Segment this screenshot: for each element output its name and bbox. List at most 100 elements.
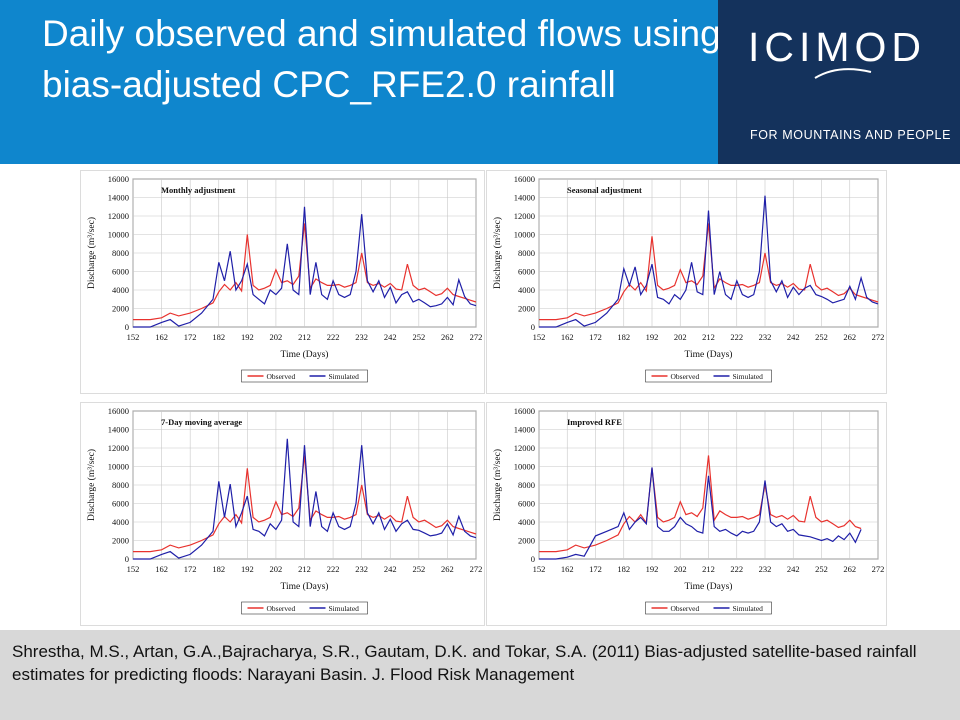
y-tick-label: 14000 <box>108 193 129 203</box>
citation-text: Shrestha, M.S., Artan, G.A.,Bajracharya,… <box>12 642 917 684</box>
x-tick-label: 192 <box>241 332 254 342</box>
x-tick-label: 192 <box>646 564 659 574</box>
x-tick-label: 192 <box>646 332 659 342</box>
x-tick-label: 172 <box>589 332 602 342</box>
y-axis-label: Discharge (m³/sec) <box>86 449 97 521</box>
x-tick-label: 212 <box>298 332 311 342</box>
y-tick-label: 8000 <box>518 248 535 258</box>
y-tick-label: 2000 <box>518 536 535 546</box>
y-tick-label: 14000 <box>514 193 535 203</box>
legend-label: Observed <box>267 604 296 613</box>
legend-label: Observed <box>267 372 296 381</box>
chart-title: Seasonal adjustment <box>567 185 642 195</box>
y-tick-label: 10000 <box>514 462 535 472</box>
y-tick-label: 6000 <box>112 267 129 277</box>
y-tick-label: 0 <box>531 322 535 332</box>
y-tick-label: 12000 <box>108 211 129 221</box>
y-tick-label: 4000 <box>518 517 535 527</box>
x-tick-label: 152 <box>533 332 546 342</box>
x-tick-label: 202 <box>270 564 283 574</box>
x-tick-label: 232 <box>759 332 772 342</box>
y-axis-label: Discharge (m³/sec) <box>86 217 97 289</box>
chart-title: 7-Day moving average <box>161 417 242 427</box>
title-banner: Daily observed and simulated flows using… <box>0 0 721 164</box>
chart-panel-monthly: 0 2000 4000 6000 8000 10000 12000 14000 16000 152… <box>80 170 485 394</box>
x-tick-label: 202 <box>674 564 687 574</box>
x-tick-label: 222 <box>327 564 340 574</box>
x-tick-label: 202 <box>270 332 283 342</box>
x-tick-label: 172 <box>589 564 602 574</box>
y-tick-label: 0 <box>125 322 129 332</box>
y-tick-label: 16000 <box>514 406 535 416</box>
chart-panel-seasonal: 0 2000 4000 6000 8000 10000 12000 14000 16000 152… <box>486 170 887 394</box>
logo-tagline: FOR MOUNTAINS AND PEOPLE <box>750 128 952 142</box>
x-tick-label: 222 <box>327 332 340 342</box>
y-tick-label: 12000 <box>514 211 535 221</box>
icimod-wordmark: ICIMOD <box>748 24 927 70</box>
x-tick-label: 242 <box>384 564 397 574</box>
legend-label: Simulated <box>733 372 764 381</box>
line-chart: 0 2000 4000 6000 8000 10000 12000 14000 16000 152… <box>86 406 482 615</box>
y-tick-label: 12000 <box>108 443 129 453</box>
y-tick-label: 2000 <box>112 304 129 314</box>
series-line-observed <box>539 223 879 321</box>
y-tick-label: 10000 <box>108 230 129 240</box>
y-tick-label: 12000 <box>514 443 535 453</box>
y-tick-label: 16000 <box>514 174 535 184</box>
x-tick-label: 252 <box>815 564 828 574</box>
x-tick-label: 182 <box>617 332 630 342</box>
x-tick-label: 172 <box>184 332 197 342</box>
x-tick-label: 222 <box>730 564 743 574</box>
y-tick-label: 8000 <box>112 248 129 258</box>
legend-label: Simulated <box>329 604 360 613</box>
y-axis-label: Discharge (m³/sec) <box>492 449 503 521</box>
legend-label: Simulated <box>329 372 360 381</box>
y-tick-label: 4000 <box>112 285 129 295</box>
x-tick-label: 262 <box>441 332 454 342</box>
y-tick-label: 10000 <box>514 230 535 240</box>
series-line-simulated <box>539 195 879 328</box>
x-tick-label: 212 <box>702 332 715 342</box>
chart-panel-moving-average: 0 2000 4000 6000 8000 10000 12000 14000 16000 152… <box>80 402 485 626</box>
x-axis-label: Time (Days) <box>281 349 329 360</box>
x-axis-label: Time (Days) <box>281 581 329 592</box>
line-chart: 0 2000 4000 6000 8000 10000 12000 14000 16000 152… <box>492 406 884 615</box>
citation-footer: Shrestha, M.S., Artan, G.A.,Bajracharya,… <box>0 630 960 720</box>
x-tick-label: 232 <box>355 332 368 342</box>
x-tick-label: 162 <box>561 332 574 342</box>
swoosh-icon <box>814 68 872 79</box>
legend-box <box>645 601 772 615</box>
legend-box <box>241 601 368 615</box>
y-tick-label: 8000 <box>112 480 129 490</box>
y-tick-label: 16000 <box>108 406 129 416</box>
slide-title: Daily observed and simulated flows using… <box>42 13 721 105</box>
x-tick-label: 202 <box>674 332 687 342</box>
x-tick-label: 192 <box>241 564 254 574</box>
x-tick-label: 242 <box>384 332 397 342</box>
y-tick-label: 6000 <box>112 499 129 509</box>
series-line-simulated <box>539 467 862 560</box>
x-tick-label: 172 <box>184 564 197 574</box>
y-tick-label: 0 <box>531 554 535 564</box>
x-tick-label: 152 <box>533 564 546 574</box>
x-tick-label: 222 <box>730 332 743 342</box>
chart-title: Monthly adjustment <box>161 185 236 195</box>
legend-box <box>645 369 772 383</box>
series-line-observed <box>539 455 862 553</box>
charts-area: 0 2000 4000 6000 8000 10000 12000 14000 16000 152… <box>0 164 960 630</box>
x-tick-label: 152 <box>127 564 140 574</box>
x-tick-label: 242 <box>787 332 800 342</box>
x-tick-label: 242 <box>787 564 800 574</box>
line-chart: 0 2000 4000 6000 8000 10000 12000 14000 16000 152… <box>86 174 482 383</box>
x-tick-label: 262 <box>843 564 856 574</box>
legend-label: Simulated <box>733 604 764 613</box>
y-tick-label: 6000 <box>518 267 535 277</box>
y-tick-label: 4000 <box>518 285 535 295</box>
x-tick-label: 252 <box>815 332 828 342</box>
x-tick-label: 212 <box>298 564 311 574</box>
x-tick-label: 162 <box>155 564 168 574</box>
x-axis-label: Time (Days) <box>685 581 733 592</box>
x-axis-label: Time (Days) <box>685 349 733 360</box>
x-tick-label: 162 <box>155 332 168 342</box>
x-tick-label: 182 <box>212 564 225 574</box>
